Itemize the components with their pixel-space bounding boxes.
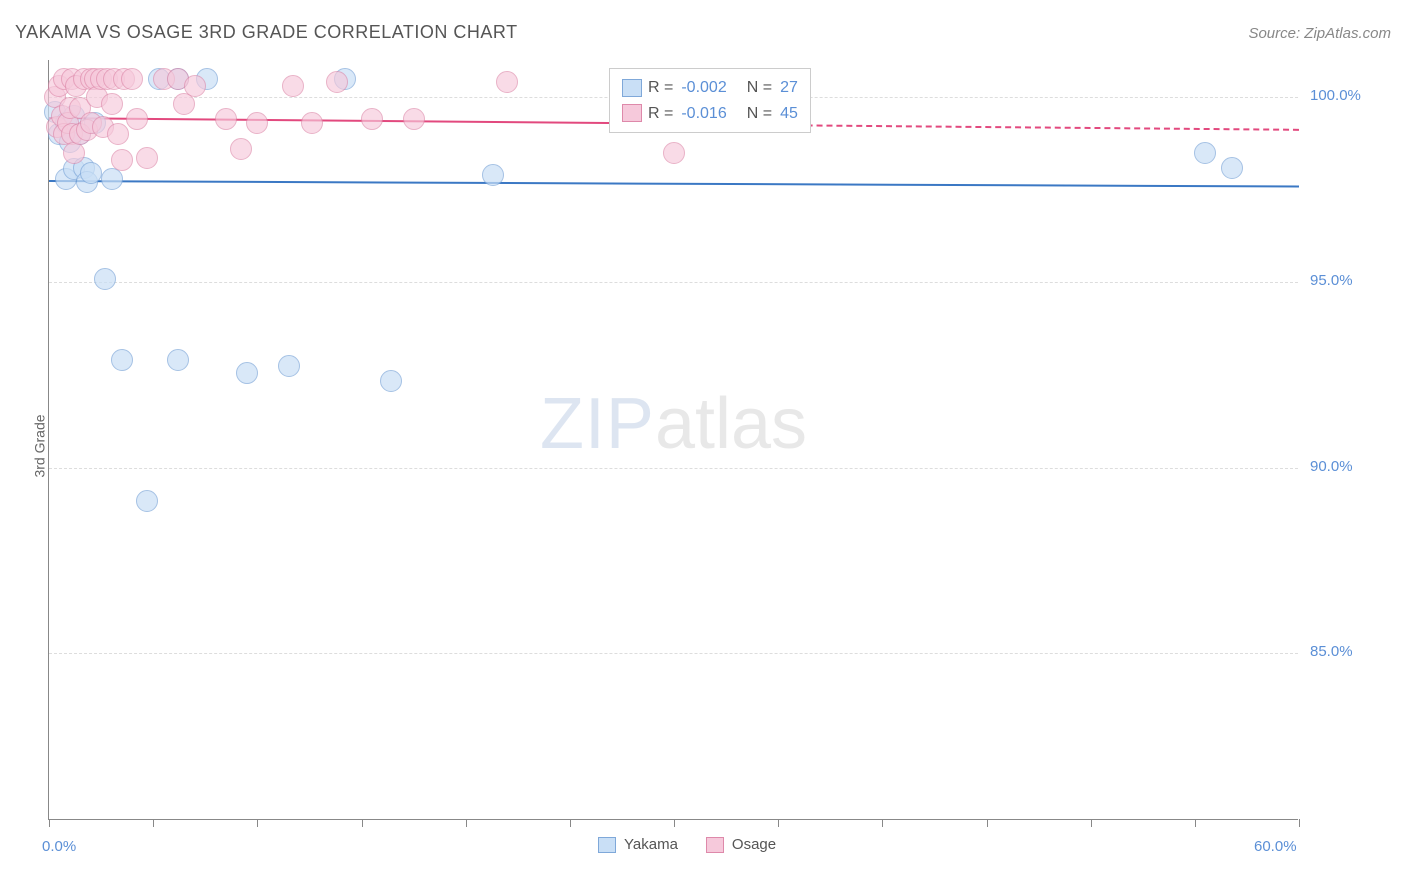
chart-header: YAKAMA VS OSAGE 3RD GRADE CORRELATION CH… xyxy=(15,22,1391,43)
legend-swatch xyxy=(622,79,642,97)
legend-r-label: R = xyxy=(648,75,673,101)
y-axis-label: 3rd Grade xyxy=(32,414,48,477)
data-point-osage xyxy=(403,108,425,130)
legend-r-label: R = xyxy=(648,101,673,127)
stats-legend: R = -0.002 N = 27 R = -0.016 N = 45 xyxy=(609,68,811,133)
y-tick-label: 85.0% xyxy=(1310,643,1353,660)
series-legend-label: Yakama xyxy=(624,836,678,853)
data-point-osage xyxy=(282,75,304,97)
data-point-osage xyxy=(496,71,518,93)
legend-swatch xyxy=(622,104,642,122)
data-point-osage xyxy=(184,75,206,97)
data-point-yakama xyxy=(1194,142,1216,164)
x-tick xyxy=(466,819,467,827)
data-point-osage xyxy=(111,149,133,171)
data-point-osage xyxy=(107,123,129,145)
plot-area: ZIPatlas R = -0.002 N = 27 R = -0.016 N = 45 xyxy=(48,60,1298,820)
x-tick xyxy=(778,819,779,827)
data-point-yakama xyxy=(278,355,300,377)
x-tick xyxy=(987,819,988,827)
data-point-osage xyxy=(121,68,143,90)
legend-swatch xyxy=(598,837,616,853)
data-point-yakama xyxy=(236,362,258,384)
watermark-zip: ZIP xyxy=(540,384,655,464)
y-tick-label: 100.0% xyxy=(1310,87,1361,104)
legend-n-label: N = xyxy=(747,75,772,101)
series-legend-item: Osage xyxy=(706,836,776,853)
legend-n-value: 27 xyxy=(780,75,798,101)
x-tick-label: 60.0% xyxy=(1254,838,1297,855)
data-point-yakama xyxy=(167,349,189,371)
x-tick xyxy=(1195,819,1196,827)
x-tick-label: 0.0% xyxy=(42,838,76,855)
legend-n-value: 45 xyxy=(780,101,798,127)
data-point-yakama xyxy=(380,370,402,392)
gridline-h xyxy=(49,468,1298,469)
data-point-yakama xyxy=(1221,157,1243,179)
legend-n-label: N = xyxy=(747,101,772,127)
data-point-osage xyxy=(230,138,252,160)
chart-source: Source: ZipAtlas.com xyxy=(1248,25,1391,42)
x-tick xyxy=(570,819,571,827)
data-point-osage xyxy=(361,108,383,130)
x-tick xyxy=(1091,819,1092,827)
data-point-osage xyxy=(663,142,685,164)
x-tick xyxy=(257,819,258,827)
trend-line-osage-dashed xyxy=(757,124,1299,131)
legend-r-value: -0.016 xyxy=(681,101,726,127)
x-tick xyxy=(153,819,154,827)
data-point-osage xyxy=(326,71,348,93)
y-tick-label: 90.0% xyxy=(1310,458,1353,475)
data-point-osage xyxy=(101,93,123,115)
x-tick xyxy=(1299,819,1300,827)
legend-r-value: -0.002 xyxy=(681,75,726,101)
x-tick xyxy=(49,819,50,827)
legend-swatch xyxy=(706,837,724,853)
stats-legend-row: R = -0.002 N = 27 xyxy=(622,75,798,101)
x-tick xyxy=(674,819,675,827)
watermark: ZIPatlas xyxy=(540,383,807,465)
x-tick xyxy=(362,819,363,827)
gridline-h xyxy=(49,282,1298,283)
data-point-yakama xyxy=(136,490,158,512)
chart-container: YAKAMA VS OSAGE 3RD GRADE CORRELATION CH… xyxy=(0,0,1406,892)
chart-title: YAKAMA VS OSAGE 3RD GRADE CORRELATION CH… xyxy=(15,22,518,43)
data-point-osage xyxy=(126,108,148,130)
gridline-h xyxy=(49,653,1298,654)
stats-legend-row: R = -0.016 N = 45 xyxy=(622,101,798,127)
data-point-osage xyxy=(301,112,323,134)
trend-line-yakama xyxy=(49,180,1299,188)
series-legend-item: Yakama xyxy=(598,836,678,853)
data-point-yakama xyxy=(111,349,133,371)
data-point-yakama xyxy=(94,268,116,290)
data-point-yakama xyxy=(482,164,504,186)
y-tick-label: 95.0% xyxy=(1310,272,1353,289)
watermark-atlas: atlas xyxy=(655,384,807,464)
series-legend: Yakama Osage xyxy=(598,836,776,853)
x-tick xyxy=(882,819,883,827)
series-legend-label: Osage xyxy=(732,836,776,853)
data-point-yakama xyxy=(80,162,102,184)
data-point-osage xyxy=(136,147,158,169)
data-point-osage xyxy=(246,112,268,134)
data-point-osage xyxy=(215,108,237,130)
